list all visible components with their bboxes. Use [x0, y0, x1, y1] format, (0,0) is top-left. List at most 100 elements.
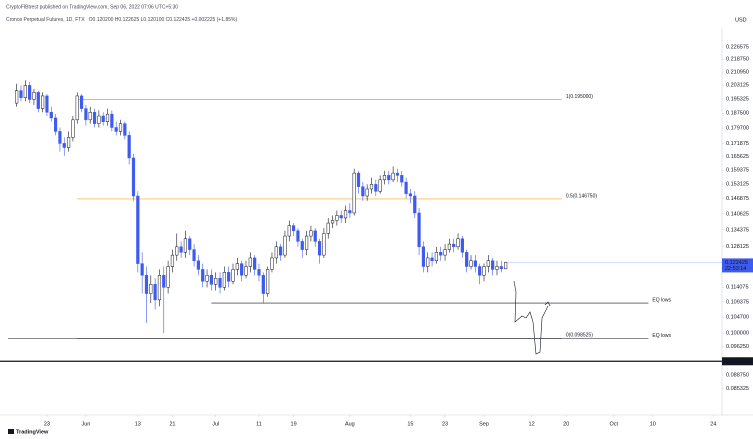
candle-body — [491, 260, 495, 270]
candle-body — [227, 272, 231, 282]
candle-body — [421, 246, 426, 267]
candle-body — [235, 263, 239, 270]
symbol-line: Cronos Perpetual Futures, 1D, FTX O0.1202… — [6, 17, 237, 23]
candle-body — [274, 246, 278, 259]
candle-body — [157, 275, 162, 301]
last-price-box — [722, 258, 753, 273]
candle-body — [283, 235, 287, 256]
y-tick-label: 0.195325 — [726, 96, 749, 102]
candle-body — [253, 257, 257, 270]
candle-body — [391, 172, 395, 181]
candle-body — [382, 175, 387, 181]
candle-body — [478, 266, 482, 276]
candle-body — [58, 131, 62, 144]
symbol: Cronos Perpetual Futures, 1D, FTX — [6, 17, 85, 23]
candle-body — [188, 238, 192, 250]
candle-body — [426, 257, 430, 267]
candle-body — [222, 272, 226, 288]
y-tick-label: 0.134375 — [726, 227, 749, 233]
candle-body — [356, 172, 361, 187]
candle-body — [192, 249, 196, 262]
candle-body — [504, 262, 508, 270]
y-tick-label: 0.088750 — [726, 372, 749, 378]
candle-body — [140, 263, 144, 276]
y-tick-label: 0.109375 — [726, 299, 749, 305]
candle-body — [417, 212, 421, 248]
candle-body — [292, 225, 296, 232]
candle-body — [395, 172, 400, 176]
y-tick-label: 0.085325 — [726, 386, 749, 392]
candle-body — [300, 241, 304, 250]
level-label: EQ lows — [652, 297, 671, 303]
candle-body — [408, 193, 413, 197]
candle-body — [75, 95, 79, 121]
candle-body — [205, 275, 209, 282]
candle-body — [118, 123, 123, 132]
candle-body — [413, 195, 417, 214]
candle-body — [175, 246, 179, 256]
candle-body — [365, 188, 369, 197]
marked-price-box — [722, 357, 753, 366]
candle-body — [343, 210, 348, 219]
x-tick-label: 23 — [442, 421, 448, 427]
candle-body — [352, 172, 356, 214]
candle-body — [287, 225, 291, 237]
x-tick-label: 11 — [256, 421, 262, 427]
x-tick-label: 12 — [529, 421, 535, 427]
x-tick-label: Jul — [212, 421, 219, 427]
y-tick-label: 0.096250 — [726, 344, 749, 350]
y-tick-label: 0.128125 — [726, 244, 749, 250]
candle-body — [79, 95, 84, 109]
y-tick-label: 0.218750 — [726, 57, 749, 63]
y-tick-label: 0.179700 — [726, 126, 749, 132]
candle-body — [15, 90, 19, 104]
level-label: EQ lows — [652, 333, 671, 339]
candle-body — [123, 123, 127, 136]
ohlc-text: O0.120200 H0.122625 L0.120100 C0.122425 … — [89, 17, 238, 23]
candle-body — [49, 112, 53, 119]
candle-body — [460, 238, 464, 253]
candle-body — [170, 254, 175, 267]
watermark-text: TradingView — [16, 429, 49, 435]
y-tick-label: 0.203125 — [726, 83, 749, 89]
y-tick-label: 0.104700 — [726, 315, 749, 321]
x-tick-label: 15 — [407, 421, 413, 427]
candle-body — [114, 127, 118, 132]
candle-body — [136, 195, 140, 264]
candle-body — [387, 175, 391, 181]
candle-body — [84, 108, 88, 121]
x-tick-label: Jun — [81, 421, 90, 427]
candle-body — [499, 266, 503, 270]
candle-body — [105, 113, 110, 122]
y-tick-label: 0.153125 — [726, 182, 749, 188]
candle-body — [88, 112, 92, 121]
candle-body — [361, 186, 365, 197]
candle-body — [248, 257, 252, 267]
candle-body — [339, 215, 343, 219]
y-tick-label: 0.140625 — [726, 211, 749, 217]
candle-body — [153, 284, 157, 301]
x-tick-label: Sep — [479, 421, 489, 427]
candle-body — [201, 269, 205, 282]
last-price-label: 0.122425 — [725, 260, 748, 266]
x-tick-label: 24 — [710, 421, 716, 427]
candle-body — [218, 278, 222, 288]
y-tick-label: 0.171875 — [726, 141, 749, 147]
y-tick-label: 0.146875 — [726, 196, 749, 202]
candle-body — [41, 95, 45, 109]
candle-body — [149, 284, 153, 294]
candle-body — [439, 252, 443, 256]
candle-body — [166, 266, 170, 288]
y-tick-label: 0.100000 — [726, 331, 749, 337]
candle-body — [19, 90, 23, 98]
candle-body — [378, 179, 382, 192]
candle-body — [330, 220, 335, 224]
candle-body — [456, 238, 460, 248]
countdown-label: 22:53:14 — [725, 266, 746, 272]
candle-body — [183, 238, 188, 253]
candle-body — [309, 230, 313, 237]
candle-body — [335, 215, 339, 221]
candle-body — [196, 260, 200, 270]
